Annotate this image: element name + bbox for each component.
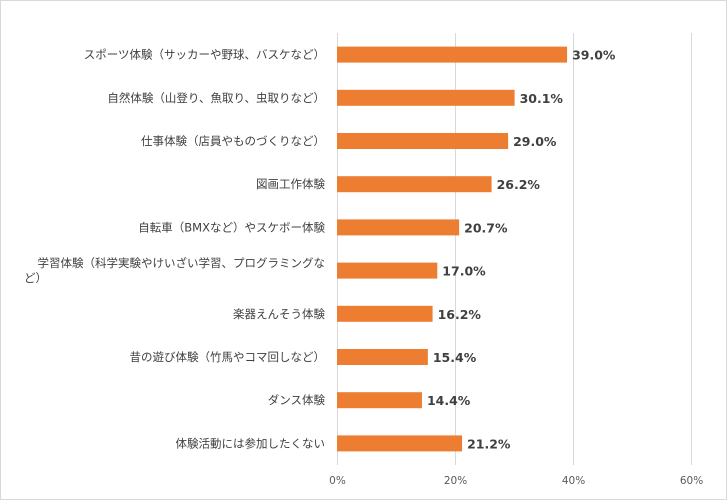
- bar: [337, 133, 509, 149]
- category-label: 昔の遊び体験（竹馬やコマ回しなど）: [130, 350, 326, 364]
- category-label: スポーツ体験（サッカーや野球、バスケなど）: [84, 48, 325, 62]
- value-label: 14.4%: [427, 393, 471, 408]
- category-label-line: 学習体験（科学実験やけいざい学習、プログラミングな: [38, 256, 326, 270]
- value-label: 26.2%: [497, 177, 541, 192]
- category-labels: スポーツ体験（サッカーや野球、バスケなど） 自然体験（山登り、魚取り、虫取りなど）…: [24, 48, 325, 451]
- value-label: 15.4%: [433, 350, 477, 365]
- bar: [337, 176, 492, 193]
- bar: [337, 262, 438, 279]
- bar: [337, 89, 515, 106]
- value-label: 16.2%: [438, 307, 482, 322]
- bar: [337, 305, 433, 322]
- value-label: 30.1%: [520, 91, 564, 106]
- category-label: 自転車（BMXなど）やスケボー体験: [138, 220, 325, 234]
- value-label: 29.0%: [513, 134, 557, 149]
- category-label: ダンス体験: [268, 393, 326, 407]
- value-label: 21.2%: [467, 436, 511, 451]
- bar: [337, 435, 463, 452]
- value-label: 20.7%: [464, 220, 508, 235]
- category-label: 自然体験（山登り、魚取り、虫取りなど）: [107, 91, 325, 105]
- category-label: 仕事体験（店員やものづくりなど）: [141, 134, 325, 148]
- bar: [337, 392, 422, 409]
- tick-label: 0%: [329, 475, 346, 487]
- bar: [337, 349, 428, 365]
- category-label: 体験活動には参加したくない: [176, 436, 326, 450]
- category-label-line: ど）: [24, 271, 47, 285]
- value-label: 17.0%: [442, 264, 486, 279]
- tick-labels: 0% 20% 40% 60%: [329, 475, 703, 487]
- category-label: 図画工作体験: [256, 177, 325, 191]
- category-label: 楽器えんそう体験: [233, 307, 325, 321]
- tick-label: 40%: [562, 475, 585, 487]
- value-label: 39.0%: [572, 48, 616, 63]
- tick-label: 60%: [680, 475, 703, 487]
- bar: [337, 219, 460, 236]
- value-labels: 39.0% 30.1% 29.0% 26.2% 20.7% 17.0% 16.2% 15.4%…: [427, 48, 616, 452]
- bar: [337, 46, 568, 63]
- tick-label: 20%: [444, 475, 467, 487]
- bars: [337, 46, 568, 452]
- category-label: 学習体験（科学実験やけいざい学習、プログラミングなど）: [24, 256, 325, 285]
